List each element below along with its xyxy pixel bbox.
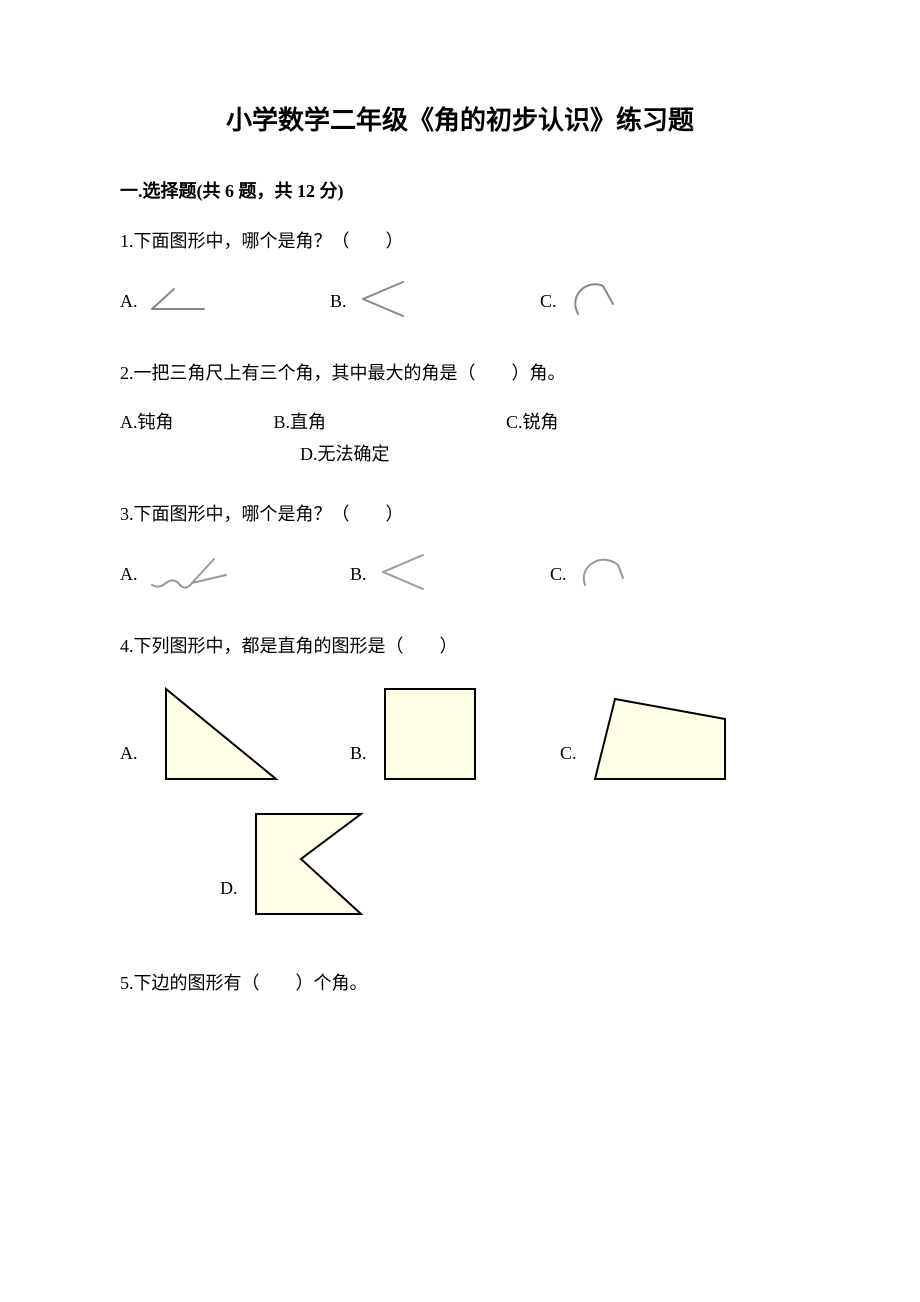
q3-b-label: B.: [350, 564, 367, 585]
q3-c-label: C.: [550, 564, 567, 585]
q3-a-label: A.: [120, 564, 138, 585]
q2-opt-c: C.锐角: [506, 406, 559, 438]
section-header: 一.选择题(共 6 题，共 12 分): [120, 177, 800, 203]
page-title: 小学数学二年级《角的初步认识》练习题: [120, 100, 800, 137]
q2-options: A.钝角 B.直角 C.锐角 D.无法确定: [120, 406, 800, 471]
q2-opt-a: A.钝角: [120, 406, 174, 438]
q2-opt-d: D.无法确定: [300, 438, 390, 470]
q4-c-figure: [585, 689, 735, 794]
q5-text: 5.下边的图形有（ ）个角。: [120, 969, 800, 998]
q3-text: 3.下面图形中，哪个是角？（ ）: [120, 500, 800, 529]
q2-opt-b: B.直角: [274, 406, 327, 438]
q4-a-label: A.: [120, 743, 138, 764]
q3-opt-c: C.: [550, 550, 633, 600]
q4-text: 4.下列图形中，都是直角的图形是（ ）: [120, 632, 800, 661]
q4-opt-d: D.: [220, 804, 376, 929]
q4-d-figure: [246, 804, 376, 929]
q4-c-label: C.: [560, 743, 577, 764]
q4-options-row2: D.: [120, 804, 800, 929]
q1-a-figure: [144, 279, 214, 324]
q2-text: 2.一把三角尺上有三个角，其中最大的角是（ ）角。: [120, 359, 800, 388]
q4-b-label: B.: [350, 743, 367, 764]
q1-text: 1.下面图形中，哪个是角？（ ）: [120, 227, 800, 256]
q3-options: A. B. C.: [120, 547, 800, 602]
q1-c-label: C.: [540, 291, 557, 312]
q3-c-figure: [573, 550, 633, 600]
q1-a-label: A.: [120, 291, 138, 312]
q1-b-label: B.: [330, 291, 347, 312]
q3-b-figure: [373, 547, 433, 602]
q1-opt-c: C.: [540, 274, 623, 329]
q4-opt-a: A.: [120, 679, 350, 794]
q3-a-figure: [144, 547, 234, 602]
q4-options-row1: A. B. C.: [120, 679, 800, 794]
worksheet-page: 小学数学二年级《角的初步认识》练习题 一.选择题(共 6 题，共 12 分) 1…: [0, 0, 920, 1076]
q4-opt-b: B.: [350, 679, 560, 794]
q1-c-figure: [563, 274, 623, 329]
q4-a-figure: [146, 679, 286, 794]
q1-opt-b: B.: [330, 274, 540, 329]
q4-b-figure: [375, 679, 485, 794]
q1-opt-a: A.: [120, 279, 330, 324]
q1-b-figure: [353, 274, 413, 329]
q4-d-label: D.: [220, 878, 238, 899]
q1-options: A. B. C.: [120, 274, 800, 329]
q3-opt-a: A.: [120, 547, 350, 602]
q4-opt-c: C.: [560, 689, 735, 794]
q3-opt-b: B.: [350, 547, 550, 602]
